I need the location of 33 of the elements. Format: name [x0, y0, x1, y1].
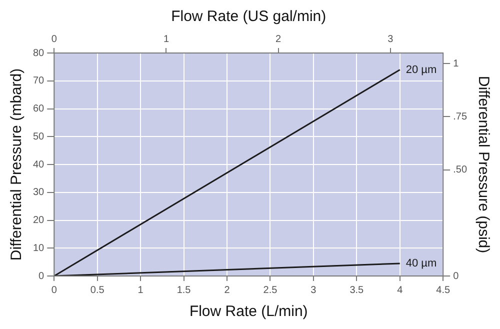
y2-tick-label: 0	[453, 270, 460, 282]
series-label: 40 µm	[406, 257, 437, 270]
y2-tick-label: .50	[453, 164, 468, 176]
y-axis-title: Differential Pressure (mbard)	[8, 68, 26, 261]
y-tick-label: 30	[33, 187, 45, 198]
y-tick-label: 50	[33, 131, 45, 142]
x-tick-label: 4.5	[436, 284, 450, 296]
x-tick-label: 0.5	[90, 284, 105, 296]
x2-tick-label: 2	[276, 34, 282, 45]
x-tick-label: 4	[397, 284, 404, 296]
y2-axis-title: Differential Pressure (psid)	[474, 76, 492, 254]
y-tick-label: 40	[33, 159, 45, 170]
x2-tick-label: 0	[51, 34, 58, 45]
y-tick-label: 80	[33, 48, 45, 59]
y-tick-label: 60	[33, 104, 45, 114]
series-label: 20 µm	[406, 64, 437, 76]
y-tick-label: 0	[38, 270, 45, 282]
x-tick-label: 3	[310, 284, 317, 296]
x-tick-label: 1	[138, 284, 144, 296]
x2-axis-title: Flow Rate (US gal/min)	[171, 8, 326, 26]
x2-tick-label: 3	[388, 34, 394, 45]
x2-tick-label: 1	[163, 34, 170, 45]
x-tick-label: 3.5	[350, 284, 364, 296]
x-tick-label: 2.5	[263, 284, 278, 296]
x-tick-label: 1.5	[176, 284, 192, 296]
y-tick-label: 10	[33, 242, 45, 254]
x-axis-title: Flow Rate (L/min)	[189, 303, 308, 320]
y2-tick-label: 1	[453, 58, 460, 70]
y-tick-label: 20	[33, 215, 45, 226]
y-tick-label: 70	[33, 76, 45, 87]
y2-tick-label: .75	[453, 111, 468, 122]
x-tick-label: 2	[224, 284, 230, 296]
x-tick-label: 0	[51, 284, 58, 296]
